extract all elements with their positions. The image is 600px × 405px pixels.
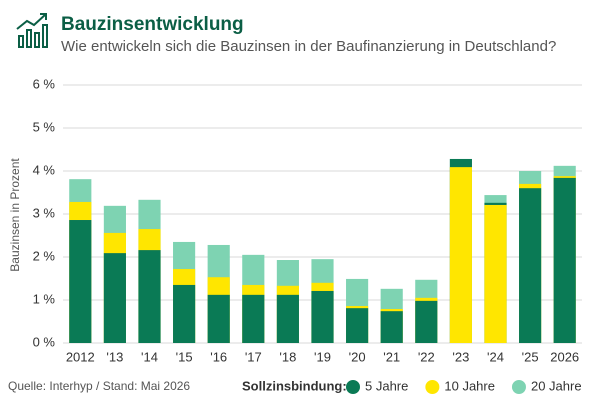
- x-tick-label: '15: [176, 349, 193, 364]
- bar: [449, 167, 472, 343]
- bar: [415, 300, 438, 343]
- x-tick-label: 2026: [550, 349, 579, 364]
- x-tick-label: '14: [141, 349, 158, 364]
- legend-title: Sollzinsbindung:: [242, 378, 347, 393]
- x-tick-label: '24: [487, 349, 504, 364]
- bar: [276, 294, 299, 343]
- x-tick-label: 2012: [66, 349, 95, 364]
- y-tick-label: 3 %: [33, 205, 56, 220]
- x-tick-label: '17: [245, 349, 262, 364]
- logo-icon: [16, 13, 48, 48]
- bar: [553, 177, 576, 343]
- source-note: Quelle: Interhyp / Stand: Mai 2026: [8, 379, 190, 393]
- y-tick-label: 6 %: [33, 76, 56, 91]
- x-tick-label: '20: [349, 349, 366, 364]
- x-tick-label: '22: [418, 349, 435, 364]
- y-tick-label: 5 %: [33, 119, 56, 134]
- chart-title: Bauzinsentwicklung: [61, 14, 244, 35]
- x-tick-label: '23: [452, 349, 469, 364]
- y-tick-label: 0 %: [33, 334, 56, 349]
- bar: [242, 294, 265, 343]
- bar: [380, 311, 403, 343]
- bar: [138, 250, 161, 343]
- x-tick-label: '16: [210, 349, 227, 364]
- bar: [69, 220, 92, 343]
- x-tick-label: '13: [106, 349, 123, 364]
- legend-swatch: [511, 380, 526, 394]
- bar: [311, 290, 334, 343]
- y-tick-label: 2 %: [33, 248, 56, 263]
- y-tick-label: 4 %: [33, 162, 56, 177]
- bar: [103, 253, 126, 343]
- x-tick-label: '21: [383, 349, 400, 364]
- bar: [519, 188, 542, 343]
- bar: [173, 284, 196, 343]
- x-tick-label: '18: [279, 349, 296, 364]
- bar: [484, 204, 507, 343]
- legend-label: 20 Jahre: [531, 378, 582, 393]
- y-axis-label: Bauzinsen in Prozent: [8, 158, 22, 272]
- chart-subtitle: Wie entwickeln sich die Bauzinsen in der…: [61, 38, 556, 55]
- bar: [207, 294, 230, 343]
- legend-label: 5 Jahre: [365, 378, 408, 393]
- y-tick-label: 1 %: [33, 291, 56, 306]
- bar: [346, 308, 369, 343]
- x-tick-label: '25: [522, 349, 539, 364]
- legend-swatch: [425, 380, 440, 394]
- x-tick-label: '19: [314, 349, 331, 364]
- legend-label: 10 Jahre: [444, 378, 495, 393]
- legend-swatch: [346, 380, 360, 394]
